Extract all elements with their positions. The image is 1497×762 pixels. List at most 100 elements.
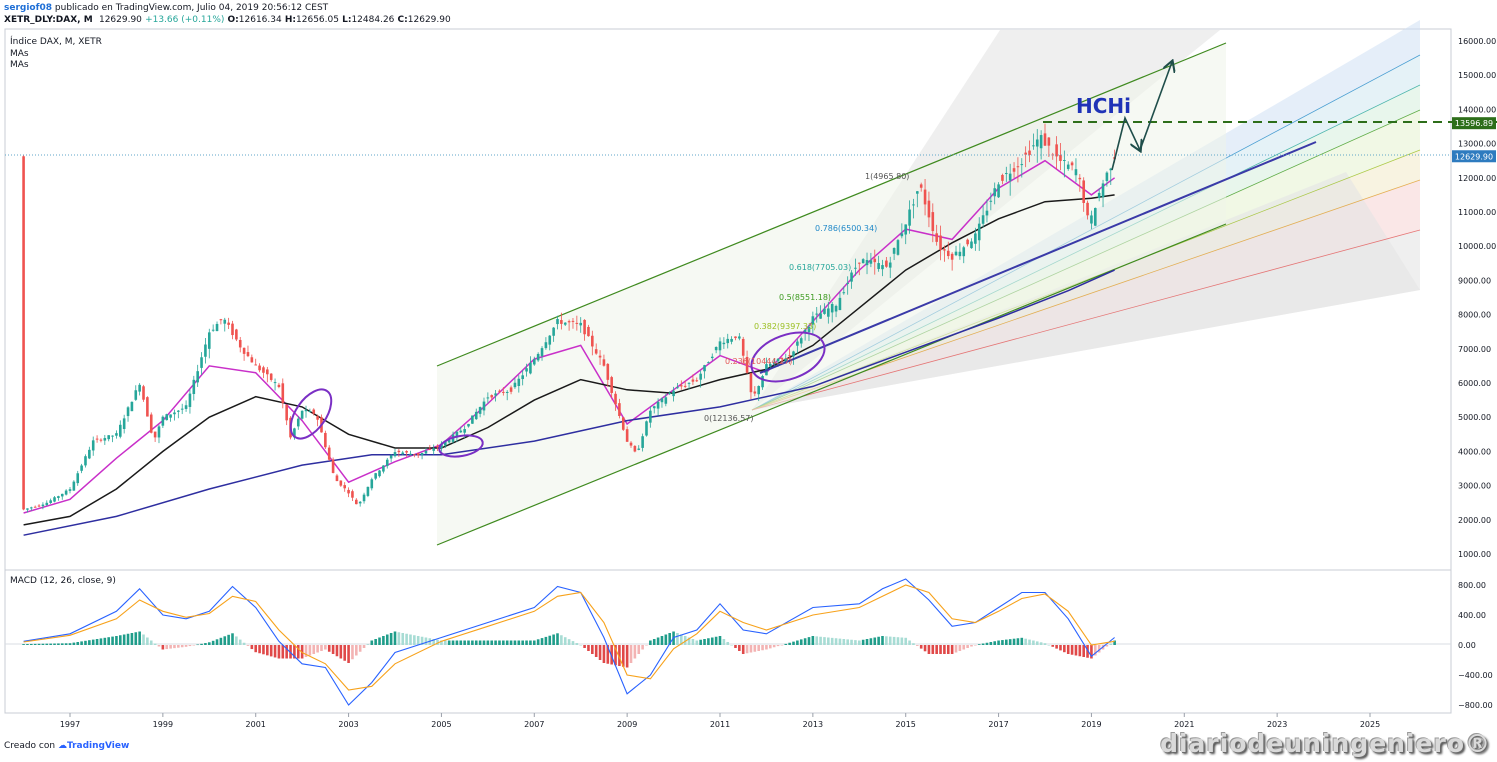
price-tick-label: 12000.00	[1458, 174, 1496, 183]
channel-upper-line[interactable]	[436, 42, 1227, 367]
highlight-ellipse-2002[interactable]	[283, 382, 340, 445]
macd-hist-bar	[865, 639, 869, 645]
candle-body	[958, 251, 962, 257]
trend-line[interactable]	[759, 141, 1317, 374]
candle-body	[614, 393, 617, 405]
macd-hist-bar	[598, 645, 602, 660]
chart-title[interactable]: Índice DAX, M, XETR	[10, 37, 102, 47]
macd-hist-bar	[993, 641, 997, 645]
ma-line-1	[23, 159, 1116, 514]
candle-body	[22, 156, 25, 510]
macd-hist-bar	[405, 633, 408, 645]
candle-body	[842, 292, 846, 294]
macd-legend[interactable]: MACD (12, 26, close, 9)	[10, 576, 116, 586]
candle-body	[207, 332, 211, 349]
macd-hist-bar	[830, 637, 834, 645]
time-tick-label: 2021	[1174, 720, 1194, 729]
macd-hist-bar	[84, 640, 87, 645]
candle-body	[401, 452, 405, 455]
candle-body	[1001, 174, 1004, 181]
price-tick-label: 8000.00	[1458, 311, 1491, 320]
macd-hist-bar	[277, 645, 281, 659]
macd-hist-bar	[823, 637, 826, 645]
candle-body	[927, 200, 931, 218]
macd-hist-bar	[691, 639, 695, 645]
candle-body	[745, 356, 749, 373]
time-axis[interactable]: 1997 1999 2001 2003 2005 2007 2009 2011 2013 2015…	[60, 713, 1380, 729]
candle-body	[560, 320, 563, 324]
candle-body	[660, 398, 664, 403]
macd-hist-bar	[385, 634, 389, 645]
candle-body	[861, 259, 865, 264]
macd-hist-bar	[668, 633, 672, 645]
macd-hist-bar	[838, 638, 842, 645]
candle-body	[146, 397, 149, 417]
macd-hist-bar	[950, 645, 954, 654]
candle-body	[850, 272, 853, 282]
fan-line[interactable]	[751, 229, 1421, 411]
macd-hist-bar	[200, 643, 203, 645]
candle-body	[529, 362, 532, 374]
candle-body	[443, 441, 447, 446]
candle-body	[130, 401, 134, 412]
macd-hist-bar	[753, 645, 757, 652]
price-axis[interactable]: 16000.00 15000.00 14000.00 13000.00 12000.00…	[1458, 37, 1496, 559]
ma-legend-2[interactable]: MAs	[10, 60, 29, 70]
macd-hist-bar	[1105, 645, 1109, 647]
candle-body	[695, 380, 699, 382]
macd-hist-bar	[153, 643, 157, 645]
macd-hist-bar	[111, 636, 114, 645]
macd-axis[interactable]: 800.00 400.00 0.00 −400.00 −800.00	[1458, 581, 1493, 710]
candle-body	[285, 405, 288, 421]
macd-hist-bar	[552, 634, 555, 645]
macd-hist-bar	[587, 645, 590, 651]
candle-body	[37, 505, 41, 507]
author-link[interactable]: sergiof08	[4, 3, 53, 13]
macd-hist-bar	[741, 645, 745, 654]
candle-body	[45, 502, 49, 506]
macd-hist-bar	[250, 645, 254, 650]
macd-hist-bar	[796, 640, 799, 645]
highlight-ellipse-2012[interactable]	[745, 323, 831, 390]
created-with: Creado con	[4, 741, 56, 751]
candle-body	[943, 249, 946, 251]
macd-hist-bar	[560, 635, 563, 645]
fib-labels: 1(4965.80) 0.786(6500.34) 0.618(7705.03) 0.…	[704, 172, 909, 423]
tradingview-link[interactable]: TradingView	[66, 741, 130, 751]
candle-body	[409, 453, 412, 456]
candle-body	[950, 253, 954, 260]
macd-hist-bar	[320, 645, 323, 651]
projection-path[interactable]	[1111, 115, 1140, 171]
macd-hist-bar	[53, 643, 56, 645]
candle-body	[246, 352, 250, 357]
high-value: 12656.05	[296, 15, 339, 25]
ma-legend-1[interactable]: MAs	[10, 49, 29, 59]
macd-hist-bar	[714, 636, 718, 645]
macd-hist-bar	[861, 639, 865, 645]
candle-body	[629, 442, 633, 446]
macd-series-line	[23, 578, 1115, 706]
candle-body	[447, 440, 451, 443]
candle-body	[142, 386, 145, 400]
candle-body	[505, 391, 509, 394]
macd-hist-bar	[548, 635, 552, 645]
macd-hist-bar	[409, 634, 412, 645]
candle-body	[416, 453, 420, 456]
channel-lower-line[interactable]	[436, 223, 1227, 546]
candle-body	[355, 499, 358, 505]
symbol-label[interactable]: XETR_DLY:DAX, M	[4, 15, 93, 25]
candle-body	[126, 407, 130, 417]
candle-body	[1024, 152, 1027, 155]
price-tick-label: 4000.00	[1458, 447, 1491, 456]
projection-arrow[interactable]	[1139, 62, 1172, 151]
candle-body	[811, 316, 815, 325]
macd-hist-bar	[594, 645, 598, 657]
macd-hist-bar	[366, 644, 370, 645]
close-label: C:	[397, 15, 408, 25]
macd-hist-bar	[699, 639, 702, 645]
highlight-ellipse-2005[interactable]	[438, 432, 485, 459]
macd-hist-bar	[177, 645, 180, 648]
macd-hist-bar	[1078, 645, 1082, 657]
macd-hist-bar	[892, 636, 896, 645]
